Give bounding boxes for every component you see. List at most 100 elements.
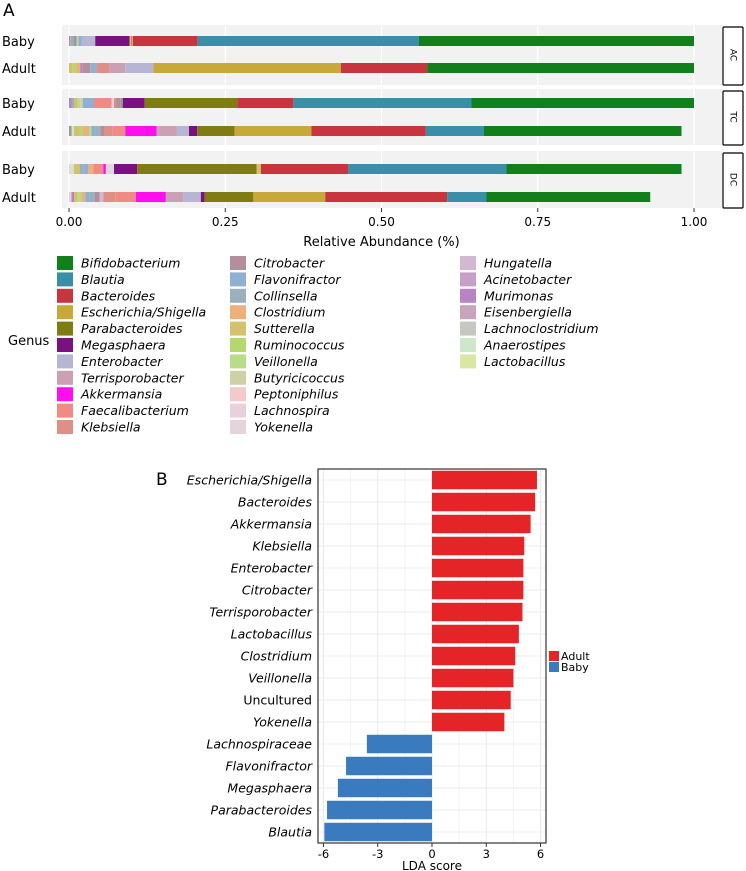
legend-label-butyricicoccus: Butyricicoccus: [254, 370, 345, 385]
legend-swatch-lachnospira: [230, 403, 246, 418]
stack-segment-clostridium: [82, 126, 89, 136]
legend-swatch-enterobacter: [57, 354, 73, 369]
stack-segment-bifidobacterium: [419, 36, 694, 46]
row-label-adult: Adult: [2, 191, 36, 206]
stack-segment-escherichia-shigella: [234, 126, 312, 136]
legend-swatch-lachnoclostridium: [460, 321, 476, 336]
facet-strip-label: DC: [728, 173, 738, 186]
stack-segment-faecalibacterium: [93, 164, 104, 174]
stack-segment-citrobacter: [69, 36, 71, 46]
lda-legend-swatch-adult: [549, 651, 559, 661]
stack-segment-akkermansia: [103, 164, 106, 174]
stack-segment-lachnospira: [69, 164, 71, 174]
lda-bar-lachnospiraceae: [366, 734, 432, 754]
stack-segment-lachnostridium: [69, 126, 72, 136]
legend-swatch-peptoniphilus: [230, 387, 246, 402]
lda-category-label: Bacteroides: [238, 495, 313, 510]
x-tick-label: 1.00: [681, 215, 708, 229]
stack-segment-blautia: [447, 192, 487, 202]
legend-label-escherichia-shigella: Escherichia/Shigella: [81, 305, 206, 320]
lda-bar-veillonella: [432, 668, 514, 688]
stack-segment-lachnospira: [111, 98, 114, 108]
stack-segment-parabacteroides: [131, 36, 133, 46]
stack-segment-bifidobacterium: [506, 164, 682, 174]
stack-segment-sutterella: [256, 164, 261, 174]
row-label-baby: Baby: [2, 35, 35, 50]
stack-segment-clostridium: [81, 192, 86, 202]
legend-swatch-sutterella: [230, 321, 246, 336]
legend-label-sutterella: Sutterella: [254, 321, 315, 336]
stack-segment-megasphaera: [189, 126, 198, 136]
x-axis-title: Relative Abundance (%): [303, 235, 459, 250]
stack-segment-bacteroides: [132, 36, 198, 46]
stack-segment-anaerostipes: [70, 164, 74, 174]
panel-b-label: B: [156, 470, 168, 490]
stack-segment-megasphaera: [200, 192, 205, 202]
legend-swatch-flavonifractor: [230, 272, 246, 287]
legend-label-hungatella: Hungatella: [484, 256, 552, 271]
stack-segment-flavonifractor: [83, 164, 89, 174]
legend-label-megasphaera: Megasphaera: [81, 338, 166, 353]
legend-swatch-murimonas: [460, 288, 476, 303]
stack-segment-lachnostridium: [73, 36, 77, 46]
lda-bar-bacteroides: [432, 492, 536, 512]
facet-strip-label: TC: [728, 110, 738, 122]
legend-label-terrisporobacter: Terrisporobacter: [81, 370, 184, 385]
stack-segment-murimonas: [69, 98, 72, 108]
legend-label-klebsiella: Klebsiella: [81, 420, 141, 435]
legend-swatch-ruminococcus: [230, 338, 246, 352]
stack-segment-bacteroides: [237, 98, 294, 108]
stack-segment-clostridium: [130, 36, 132, 46]
stack-segment-citrobacter: [100, 126, 104, 136]
legend-title: Genus: [8, 334, 50, 349]
stack-segment-yokenella: [105, 164, 114, 174]
stack-segment-flavonifractor: [85, 192, 90, 202]
stack-segment-collinsella: [79, 164, 84, 174]
lda-bar-citrobacter: [432, 580, 524, 600]
stack-segment-lachnospira: [69, 192, 72, 202]
legend-swatch-acinetobacter: [460, 272, 476, 287]
stack-segment-sutterella: [74, 192, 78, 202]
lda-category-label: Yokenella: [253, 715, 312, 730]
lda-score-chart: Escherichia/Shigella Bacteroides Akkermans…: [187, 468, 590, 871]
legend-swatch-parabacteroides: [57, 321, 73, 336]
lda-category-label: Megasphaera: [227, 781, 312, 796]
row-label-adult: Adult: [2, 62, 36, 77]
lda-category-label: Akkermansia: [230, 517, 312, 532]
legend-swatch-megasphaera: [57, 338, 73, 352]
stack-segment-akkermansia: [135, 192, 166, 202]
legend-swatch-citrobacter: [230, 256, 246, 270]
legend-label-citrobacter: Citrobacter: [254, 256, 325, 271]
lda-x-tick-label: 0: [428, 847, 435, 861]
legend-label-clostridium: Clostridium: [254, 305, 325, 320]
legend-label-ruminococcus: Ruminococcus: [254, 338, 345, 353]
lda-bar-escherichia-shigella: [432, 470, 537, 490]
lda-category-label: Enterobacter: [231, 561, 313, 576]
stack-segment-blautia: [197, 36, 419, 46]
stack-segment-collinsella: [70, 36, 74, 46]
stack-segment-collinsella: [94, 63, 98, 73]
legend-swatch-bacteroides: [57, 288, 73, 303]
stack-segment-butyricicoccus: [80, 98, 83, 108]
facet-strip-label: AC: [728, 49, 738, 61]
stack-segment-bifidobacterium: [427, 63, 694, 73]
stack-segment-enterobacter: [176, 126, 189, 136]
legend-label-acinetobacter: Acinetobacter: [483, 272, 572, 287]
lda-bar-akkermansia: [432, 514, 531, 534]
lda-bar-parabacteroides: [327, 800, 432, 820]
legend-swatch-eisenbergiella: [460, 305, 476, 320]
stack-segment-megasphaera: [122, 98, 145, 108]
legend-swatch-escherichia-shigella: [57, 305, 73, 320]
legend-swatch-akkermansia: [57, 387, 73, 402]
stack-segment-enterobacter: [81, 36, 96, 46]
stack-segment-collinsella: [95, 126, 101, 136]
lda-category-label: Parabacteroides: [211, 803, 313, 818]
lda-category-label: Escherichia/Shigella: [187, 473, 312, 488]
legend-swatch-clostridium: [230, 305, 246, 320]
stack-segment-faecalibacterium: [112, 126, 126, 136]
stack-segment-blautia: [425, 126, 484, 136]
lda-bar-yokenella: [432, 712, 505, 732]
legend-swatch-yokenella: [230, 420, 246, 434]
stack-segment-sutterella: [74, 98, 78, 108]
